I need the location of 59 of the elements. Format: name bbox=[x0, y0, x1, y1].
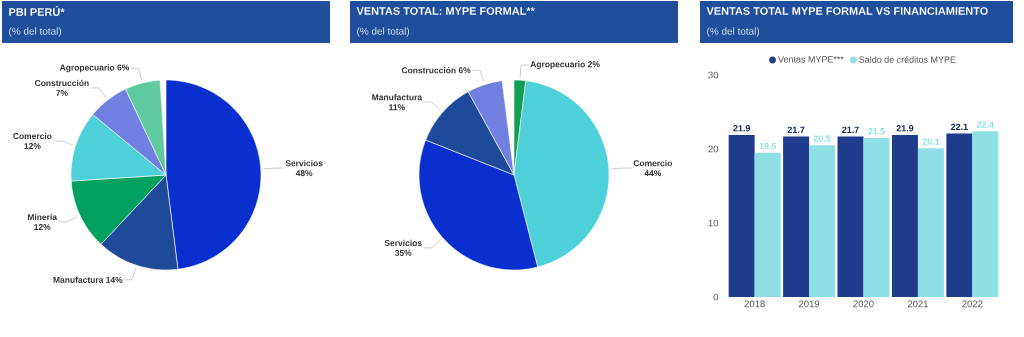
bar bbox=[972, 131, 999, 297]
x-tick-label: 2021 bbox=[907, 300, 928, 308]
data-label: 12% bbox=[34, 224, 51, 231]
bar bbox=[728, 134, 755, 297]
chart-title: VENTAS TOTAL: MYPE FORMAL** bbox=[356, 7, 535, 15]
chart-title: VENTAS TOTAL MYPE FORMAL VS FINANCIAMIENTO bbox=[706, 7, 988, 15]
data-label: 19.5 bbox=[759, 142, 777, 150]
data-label: 14% bbox=[106, 276, 123, 283]
legend-label: Ventas MYPE*** bbox=[778, 56, 844, 63]
data-label: 21.5 bbox=[868, 128, 885, 135]
slice-label: Manufactura bbox=[372, 94, 423, 101]
data-label: 11% bbox=[389, 104, 405, 111]
bar bbox=[754, 152, 781, 297]
bar bbox=[783, 136, 810, 297]
y-tick-label: 10 bbox=[708, 219, 719, 227]
chart-title: PBI PERÚ* bbox=[9, 6, 65, 16]
data-label: 2% bbox=[587, 61, 600, 68]
data-label: 20.5 bbox=[813, 135, 831, 142]
data-label: 7% bbox=[56, 90, 68, 97]
data-label: 21.9 bbox=[896, 125, 914, 132]
x-tick-label: 2019 bbox=[799, 300, 820, 308]
slice-label: Agropecuario bbox=[59, 64, 115, 73]
slice-label: Agropecuario bbox=[530, 61, 585, 69]
slice-label: Manufactura bbox=[53, 276, 104, 283]
slice-label: Servicios bbox=[384, 239, 422, 246]
data-label: 21.7 bbox=[787, 126, 805, 133]
data-label: 22.1 bbox=[950, 123, 968, 130]
data-label: 20.1 bbox=[922, 138, 940, 145]
slice-label: Comercio bbox=[13, 132, 52, 140]
slice-label: Comercio bbox=[633, 160, 673, 167]
slice-label: Servicios bbox=[285, 159, 323, 167]
data-label: 21.7 bbox=[842, 126, 859, 133]
y-tick-label: 30 bbox=[708, 71, 719, 79]
data-label: 21.9 bbox=[733, 125, 751, 132]
y-tick-label: 0 bbox=[713, 293, 719, 301]
data-label: 22.4 bbox=[976, 121, 995, 128]
y-tick-label: 20 bbox=[708, 145, 719, 153]
data-label: 44% bbox=[644, 170, 662, 177]
bar bbox=[809, 145, 836, 297]
slice-label: Minería bbox=[27, 213, 58, 221]
legend-label: Saldo de créditos MYPE bbox=[859, 56, 956, 63]
chart-subtitle: (% del total) bbox=[357, 27, 410, 37]
data-label: 6% bbox=[458, 67, 471, 74]
slice-label: Construcción bbox=[34, 79, 89, 87]
bar bbox=[946, 133, 973, 297]
bar bbox=[837, 136, 864, 297]
bar bbox=[863, 137, 890, 297]
x-tick-label: 2022 bbox=[962, 300, 983, 308]
chart-subtitle: (% del total) bbox=[9, 27, 62, 37]
data-label: 12% bbox=[24, 143, 41, 150]
data-label: 48% bbox=[295, 170, 313, 177]
x-tick-label: 2020 bbox=[853, 300, 874, 308]
data-label: 35% bbox=[394, 249, 412, 256]
x-tick-label: 2018 bbox=[744, 300, 765, 308]
chart-subtitle: (% del total) bbox=[707, 27, 760, 37]
bar bbox=[917, 148, 944, 297]
bar bbox=[891, 134, 918, 297]
data-label: 6% bbox=[117, 64, 130, 71]
slice-label: Construcción bbox=[401, 67, 456, 74]
